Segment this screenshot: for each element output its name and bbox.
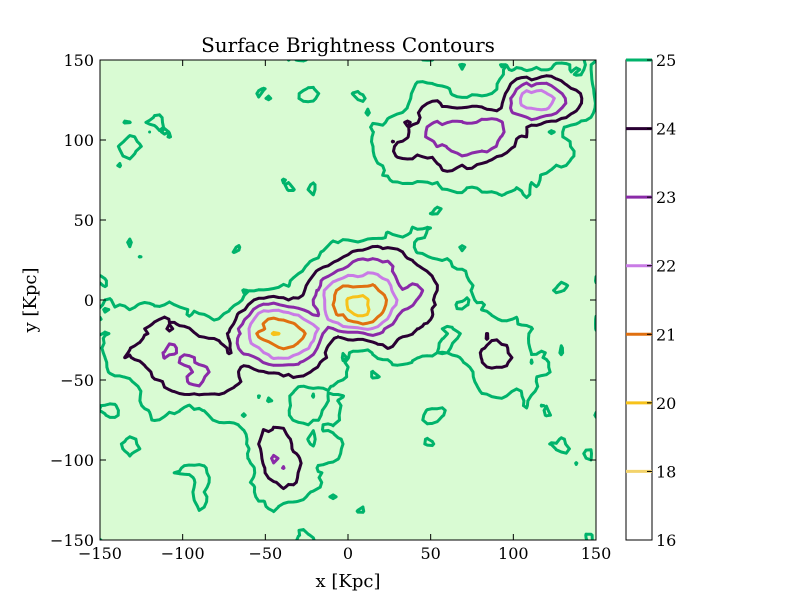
- contour-level-22: [247, 88, 556, 360]
- colorbar-tick-label: 24: [656, 120, 676, 139]
- y-tick-label: 150: [63, 51, 94, 70]
- x-tick-label: −150: [78, 544, 122, 563]
- colorbar-tick-label: 18: [656, 462, 676, 481]
- colorbar-tick-label: 16: [656, 531, 676, 550]
- contour-level-24: [123, 74, 584, 491]
- y-tick-label: 50: [74, 211, 94, 230]
- x-tick-label: −50: [248, 544, 282, 563]
- x-tick-label: 50: [420, 544, 440, 563]
- colorbar-tick-label: 25: [656, 51, 676, 70]
- x-tick-label: 100: [498, 544, 529, 563]
- x-tick-label: 0: [343, 544, 353, 563]
- y-axis-label: y [Kpc]: [20, 268, 41, 334]
- x-axis-ticks: −150 −100 −50 0 50 100 150: [78, 60, 611, 563]
- colorbar-tick-label: 21: [656, 325, 676, 344]
- y-tick-label: −100: [50, 451, 94, 470]
- chart-title: Surface Brightness Contours: [201, 33, 495, 57]
- y-tick-label: 0: [84, 291, 94, 310]
- contour-level-23: [161, 81, 568, 470]
- colorbar-tick-label: 20: [656, 394, 676, 413]
- contour-level-21: [255, 283, 388, 351]
- colorbar-tick-label: 23: [656, 188, 676, 207]
- contour-level-20: [270, 294, 371, 337]
- y-tick-label: −50: [60, 371, 94, 390]
- colorbar-tick-label: 22: [656, 257, 676, 276]
- y-tick-label: −150: [50, 531, 94, 550]
- contour-lines: [100, 60, 596, 540]
- colorbar-body: [625, 59, 653, 541]
- x-tick-label: 150: [581, 544, 612, 563]
- y-axis-ticks: −150 −100 −50 0 50 100 150: [50, 51, 596, 550]
- colorbar: 16 18 20 21 22 23 24 25: [625, 51, 676, 550]
- x-axis-label: x [Kpc]: [316, 571, 381, 592]
- colorbar-level-lines: [626, 58, 652, 541]
- x-tick-label: −100: [161, 544, 205, 563]
- y-tick-label: 100: [63, 131, 94, 150]
- colorbar-tick-labels: 16 18 20 21 22 23 24 25: [656, 51, 676, 550]
